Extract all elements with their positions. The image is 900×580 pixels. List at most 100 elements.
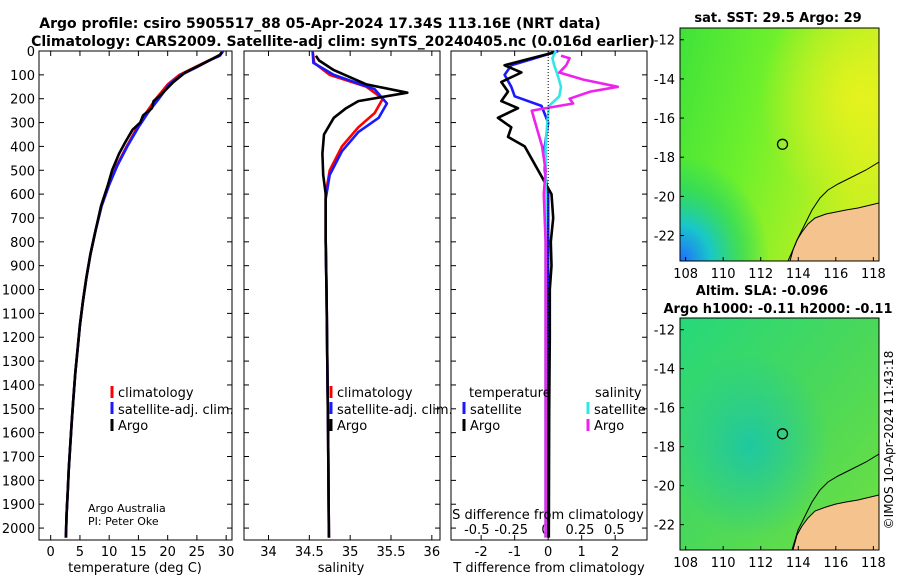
salinity-xlabel: salinity bbox=[318, 561, 365, 576]
salinity-legend: climatology satellite-adj. clim. Argo bbox=[329, 386, 453, 434]
y-tick-label: 1200 bbox=[2, 331, 35, 346]
series-salinity-satellite bbox=[544, 50, 563, 538]
map-x-tick-label: 110 bbox=[711, 267, 736, 282]
x-tick-label: -1 bbox=[508, 545, 521, 560]
x-tick-label: 25 bbox=[189, 545, 206, 560]
sla-bathymetry-contour bbox=[791, 453, 879, 550]
difference-temperature-legend: temperature satellite Argo bbox=[462, 386, 551, 434]
legend-climatology-label: climatology bbox=[337, 386, 413, 401]
x-tick-label: 0 bbox=[47, 545, 55, 560]
map-x-tick-label: 112 bbox=[748, 267, 773, 282]
legend-satellite-label: satellite-adj. clim. bbox=[337, 403, 453, 418]
series-climatology bbox=[64, 50, 224, 538]
y-tick-label: 1700 bbox=[2, 451, 35, 466]
y-tick-label: 200 bbox=[10, 93, 35, 108]
y-tick-label: 300 bbox=[10, 117, 35, 132]
difference-xlabel-salinity: S difference from climatology bbox=[452, 508, 644, 523]
title-line-1: Argo profile: csiro 5905517_88 05-Apr-20… bbox=[39, 16, 600, 32]
sst-map-title: sat. SST: 29.5 Argo: 29 bbox=[694, 11, 861, 26]
map-y-tick-label: -18 bbox=[654, 441, 675, 456]
y-tick-label: 1600 bbox=[2, 427, 35, 442]
sla-coastline bbox=[792, 494, 879, 550]
map-x-tick-label: 116 bbox=[823, 556, 848, 571]
s-diff-tick-label: 0.25 bbox=[565, 523, 594, 538]
map-y-tick-label: -22 bbox=[654, 230, 675, 245]
legend-sal-satellite-label: satellite bbox=[594, 403, 646, 418]
y-tick-label: 800 bbox=[10, 236, 35, 251]
s-diff-tick-label: 0.5 bbox=[604, 523, 625, 538]
sst-map-frame bbox=[679, 27, 880, 262]
map-y-tick-label: -20 bbox=[654, 190, 675, 205]
x-tick-label: 30 bbox=[218, 545, 235, 560]
difference-xlabel: T difference from climatology bbox=[452, 561, 645, 576]
map-x-tick-label: 112 bbox=[748, 556, 773, 571]
map-y-tick-label: -16 bbox=[654, 402, 675, 417]
map-x-tick-label: 116 bbox=[823, 267, 848, 282]
x-tick-label: -2 bbox=[475, 545, 488, 560]
temperature-axes bbox=[38, 50, 233, 541]
map-y-tick-label: -18 bbox=[654, 151, 675, 166]
legend-salinity-title: salinity bbox=[595, 386, 642, 401]
x-tick-label: 35.5 bbox=[377, 545, 406, 560]
legend-satellite-label: satellite-adj. clim. bbox=[118, 403, 234, 418]
map-x-tick-label: 118 bbox=[861, 267, 886, 282]
map-x-tick-label: 118 bbox=[861, 556, 886, 571]
map-x-tick-label: 110 bbox=[711, 556, 736, 571]
y-tick-label: 1400 bbox=[2, 379, 35, 394]
difference-axes bbox=[450, 50, 648, 541]
sla-map-frame bbox=[679, 317, 880, 551]
y-tick-label: 500 bbox=[10, 164, 35, 179]
x-tick-label: 0 bbox=[544, 545, 552, 560]
sst-land bbox=[790, 203, 879, 261]
y-tick-label: 1500 bbox=[2, 403, 35, 418]
x-tick-label: 34 bbox=[260, 545, 277, 560]
map-y-tick-label: -14 bbox=[654, 363, 675, 378]
x-tick-label: 20 bbox=[159, 545, 176, 560]
y-tick-label: 0 bbox=[27, 45, 35, 60]
y-tick-label: 2000 bbox=[2, 522, 35, 537]
series-satellite-adj-clim- bbox=[64, 50, 225, 538]
series-satellite-adj-clim- bbox=[311, 50, 389, 538]
difference-salinity-legend: salinity satellite Argo bbox=[586, 386, 646, 434]
series-salinity-argo bbox=[530, 54, 620, 538]
credit-line-1: Argo Australia bbox=[88, 502, 166, 515]
map-x-tick-label: 114 bbox=[786, 556, 811, 571]
salinity-axes bbox=[243, 50, 441, 541]
s-diff-tick-label: -0.25 bbox=[494, 523, 528, 538]
series-climatology bbox=[311, 50, 385, 538]
sla-argo-location-marker bbox=[776, 428, 789, 440]
sst-map bbox=[680, 28, 879, 261]
x-tick-label: 36 bbox=[424, 545, 441, 560]
y-tick-label: 700 bbox=[10, 212, 35, 227]
temperature-xlabel: temperature (deg C) bbox=[68, 561, 202, 576]
y-tick-label: 1000 bbox=[2, 284, 35, 299]
map-x-tick-label: 114 bbox=[786, 267, 811, 282]
sla-land bbox=[793, 495, 879, 550]
x-tick-label: 34.5 bbox=[295, 545, 324, 560]
x-tick-label: 35 bbox=[342, 545, 359, 560]
credit-line-2: PI: Peter Oke bbox=[88, 515, 159, 528]
legend-argo-label: Argo bbox=[337, 419, 367, 434]
map-y-tick-label: -22 bbox=[654, 519, 675, 534]
sst-argo-location-marker bbox=[776, 138, 789, 150]
y-tick-label: 1100 bbox=[2, 307, 35, 322]
map-y-tick-label: -20 bbox=[654, 480, 675, 495]
series-argo bbox=[64, 51, 224, 538]
legend-sal-argo-label: Argo bbox=[594, 419, 624, 434]
title-line-2: Climatology: CARS2009. Satellite-adj cli… bbox=[31, 34, 655, 50]
legend-temp-argo-label: Argo bbox=[470, 419, 500, 434]
legend-temp-satellite-label: satellite bbox=[470, 403, 522, 418]
map-y-tick-label: -16 bbox=[654, 112, 675, 127]
s-diff-tick-label: -0.5 bbox=[464, 523, 489, 538]
y-tick-label: 1300 bbox=[2, 355, 35, 370]
series-argo bbox=[314, 55, 409, 538]
y-tick-label: 400 bbox=[10, 140, 35, 155]
x-tick-label: 15 bbox=[130, 545, 147, 560]
x-tick-label: 2 bbox=[611, 545, 619, 560]
map-y-tick-label: -14 bbox=[654, 73, 675, 88]
y-tick-label: 600 bbox=[10, 188, 35, 203]
y-tick-label: 1900 bbox=[2, 498, 35, 513]
x-tick-label: 1 bbox=[578, 545, 586, 560]
sla-map-title-2: Argo h1000: -0.11 h2000: -0.11 bbox=[663, 302, 892, 317]
